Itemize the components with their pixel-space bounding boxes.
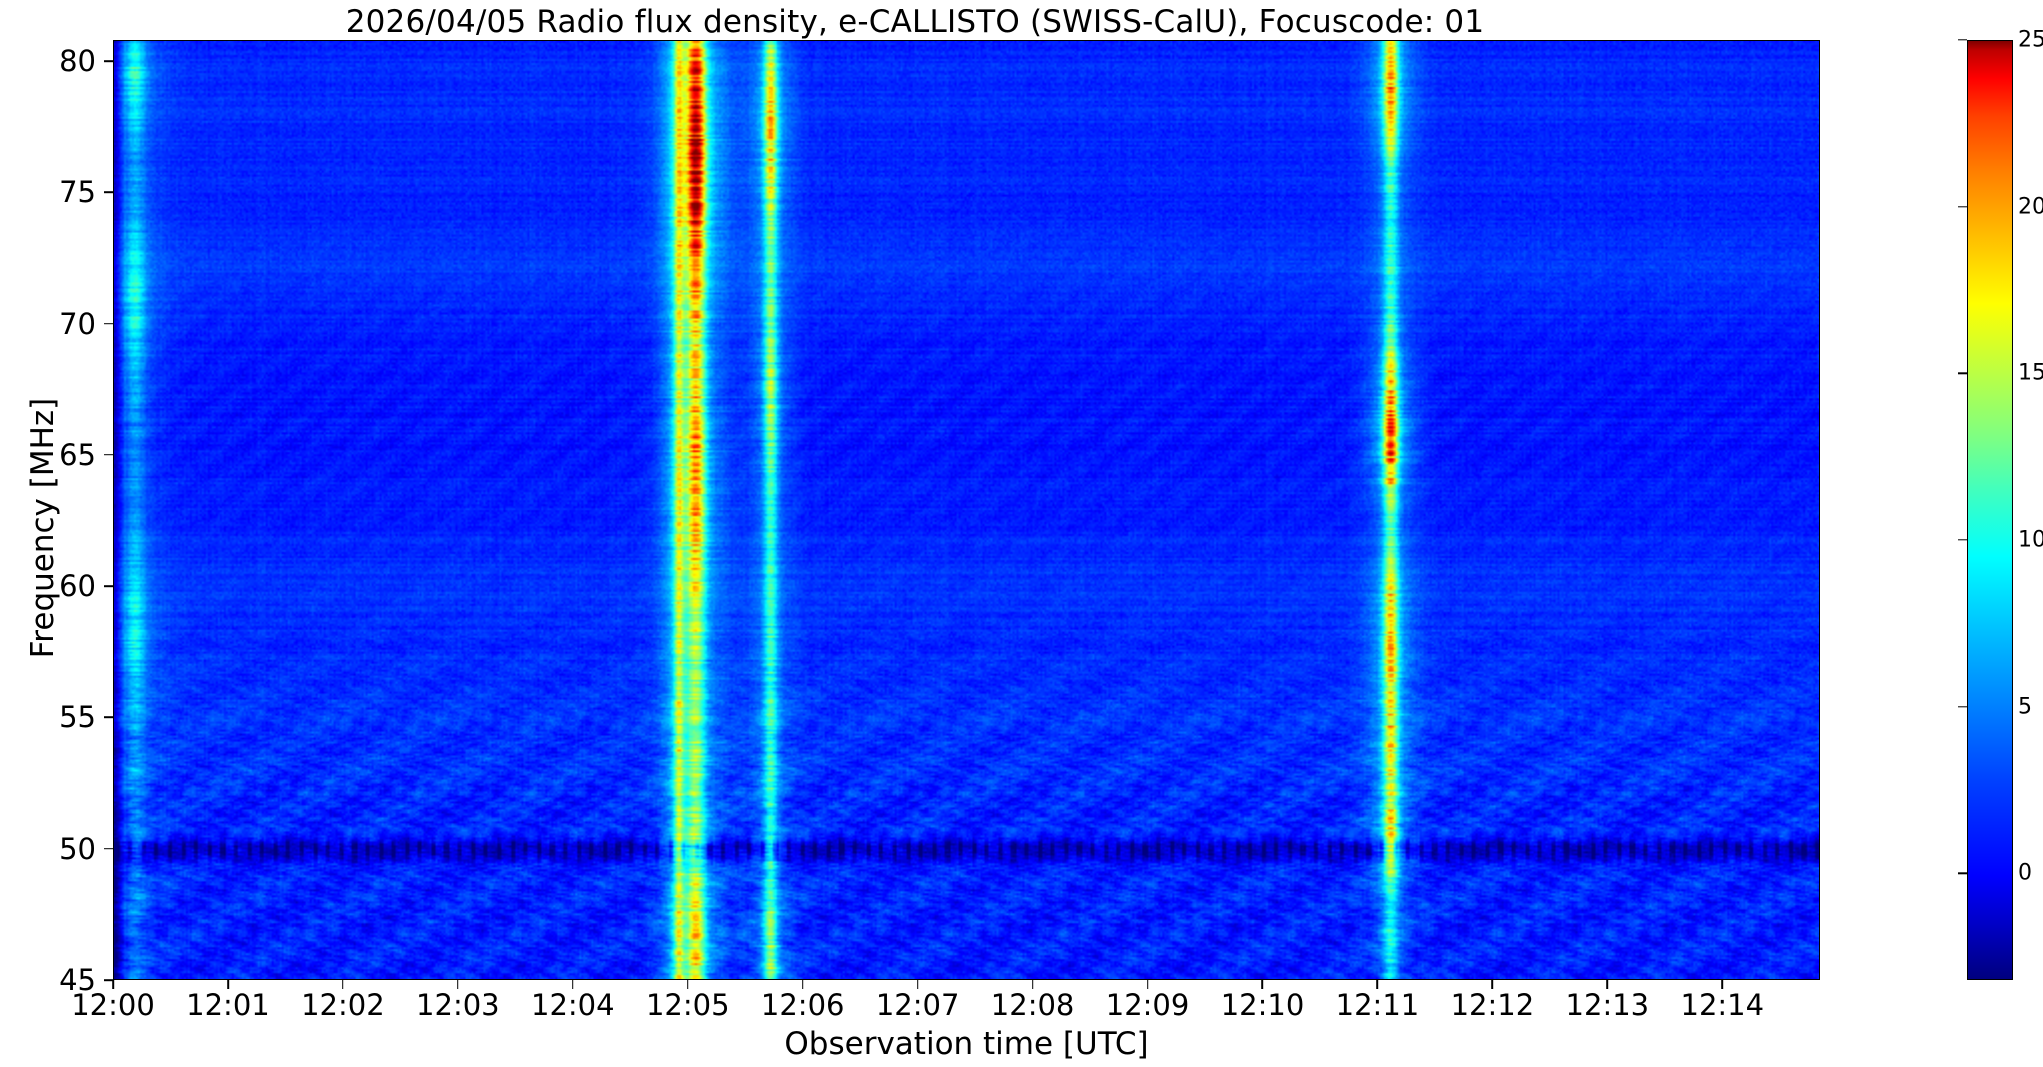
colorbar-tick-label: 20 bbox=[2018, 194, 2043, 220]
x-tick-mark bbox=[112, 980, 114, 989]
y-tick-label: 45 bbox=[59, 963, 96, 997]
x-tick-mark bbox=[1376, 980, 1379, 989]
colorbar-tick-label: 10 bbox=[2018, 527, 2043, 553]
colorbar-tick-label: 25 bbox=[2018, 27, 2043, 53]
x-tick-mark bbox=[801, 980, 804, 989]
x-tick-mark bbox=[916, 980, 919, 989]
x-tick-mark bbox=[227, 980, 229, 989]
x-tick-mark bbox=[342, 980, 344, 989]
y-tick-mark bbox=[104, 322, 113, 325]
colorbar-tick-mark bbox=[1958, 372, 1967, 375]
x-tick-mark bbox=[1491, 980, 1494, 989]
y-tick-label: 75 bbox=[59, 175, 96, 210]
page-title: 2026/04/05 Radio flux density, e-CALLIST… bbox=[345, 4, 1485, 40]
x-tick-mark bbox=[457, 980, 459, 989]
x-tick-label: 12:01 bbox=[186, 988, 270, 1022]
x-tick-label: 12:06 bbox=[760, 988, 845, 1022]
x-tick-label: 12:14 bbox=[1680, 988, 1765, 1022]
y-tick-mark bbox=[104, 847, 113, 850]
y-tick-label: 65 bbox=[59, 437, 96, 472]
x-tick-mark bbox=[686, 980, 689, 989]
y-tick-label: 70 bbox=[59, 306, 96, 341]
x-tick-label: 12:04 bbox=[531, 988, 615, 1022]
x-tick-label: 12:09 bbox=[1105, 988, 1190, 1022]
x-tick-label: 12:13 bbox=[1565, 988, 1650, 1022]
y-tick-label: 80 bbox=[59, 44, 96, 78]
y-tick-mark bbox=[104, 60, 113, 62]
colorbar-tick-mark bbox=[1958, 39, 1967, 41]
x-tick-mark bbox=[1031, 980, 1034, 989]
colorbar-tick-label: 15 bbox=[2018, 360, 2043, 386]
x-tick-mark bbox=[1721, 980, 1724, 989]
y-tick-mark bbox=[104, 454, 113, 456]
colorbar-tick-mark bbox=[1958, 539, 1967, 541]
x-tick-label: 12:00 bbox=[71, 988, 155, 1022]
x-tick-mark bbox=[572, 980, 574, 989]
colorbar-tick-label: 5 bbox=[2018, 694, 2032, 720]
x-tick-label: 12:11 bbox=[1335, 988, 1420, 1022]
x-tick-label: 12:10 bbox=[1220, 988, 1305, 1022]
colorbar-tick-mark bbox=[1958, 205, 1967, 208]
x-tick-mark bbox=[1146, 980, 1149, 989]
spectrogram-image bbox=[114, 41, 1819, 979]
y-tick-mark bbox=[104, 979, 113, 981]
y-tick-mark bbox=[104, 585, 113, 587]
x-tick-label: 12:02 bbox=[301, 988, 385, 1022]
y-tick-mark bbox=[104, 716, 113, 719]
y-tick-label: 50 bbox=[59, 831, 96, 866]
x-tick-label: 12:03 bbox=[416, 988, 500, 1022]
y-tick-mark bbox=[104, 191, 113, 194]
y-tick-label: 55 bbox=[59, 700, 96, 735]
x-tick-label: 12:05 bbox=[645, 988, 730, 1022]
colorbar-tick-mark bbox=[1958, 872, 1967, 875]
x-tick-label: 12:12 bbox=[1450, 988, 1535, 1022]
x-tick-label: 12:07 bbox=[875, 988, 960, 1022]
x-axis-title: Observation time [UTC] bbox=[784, 1026, 1149, 1062]
colorbar-gradient bbox=[1967, 40, 2013, 980]
spectrogram-plot-area bbox=[113, 40, 1820, 980]
y-tick-label: 60 bbox=[59, 569, 96, 604]
colorbar-tick-label: 0 bbox=[2018, 860, 2032, 886]
x-tick-mark bbox=[1606, 980, 1609, 989]
x-tick-label: 12:08 bbox=[990, 988, 1075, 1022]
x-tick-mark bbox=[1261, 980, 1264, 989]
colorbar-tick-mark bbox=[1958, 705, 1967, 708]
